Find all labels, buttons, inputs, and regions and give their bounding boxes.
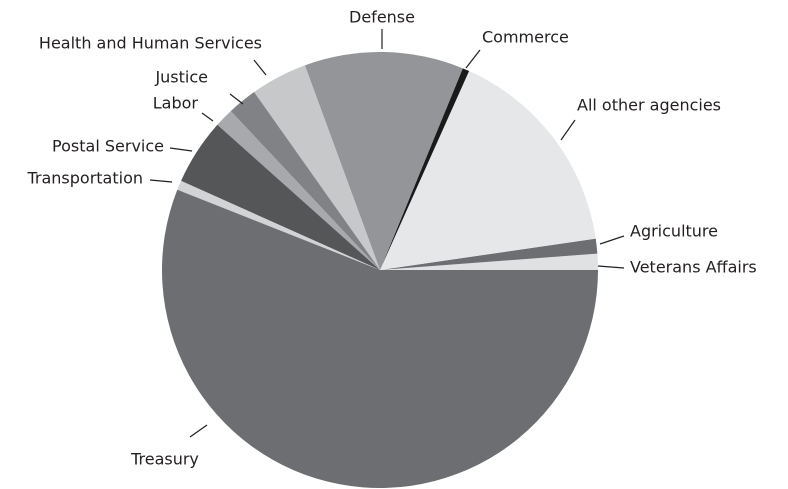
leader-line [169, 147, 193, 152]
slice-label: Veterans Affairs [630, 258, 757, 277]
pie-slice [217, 111, 380, 270]
pie-slice [161, 189, 598, 488]
leader-line [253, 59, 267, 76]
slice-label: Labor [153, 94, 199, 113]
slice-label: All other agencies [577, 96, 721, 115]
pie-slice [380, 68, 470, 271]
slice-label: Postal Service [52, 137, 164, 156]
leader-line [599, 235, 625, 245]
slice-label: Transportation [26, 169, 143, 188]
slice-label: Justice [154, 68, 208, 87]
slice-label: Defense [349, 8, 415, 27]
leader-line [597, 265, 625, 269]
slice-label: Treasury [130, 450, 199, 469]
pie-slice [380, 71, 596, 270]
leader-line [560, 119, 576, 141]
slice-label: Commerce [482, 28, 569, 47]
leader-line [189, 424, 208, 438]
pie-slice [177, 180, 380, 270]
pie-slice [230, 92, 380, 270]
pie-slice [380, 238, 598, 270]
leader-line [149, 179, 173, 183]
pie-slice [181, 124, 380, 270]
leader-line [201, 112, 214, 122]
slice-label: Health and Human Services [39, 34, 262, 53]
pie-slice [380, 253, 598, 270]
leader-line [465, 49, 481, 69]
leader-line [229, 93, 244, 105]
pie-slice [304, 51, 463, 270]
pie-slice [254, 65, 380, 270]
slice-label: Agriculture [630, 222, 718, 241]
